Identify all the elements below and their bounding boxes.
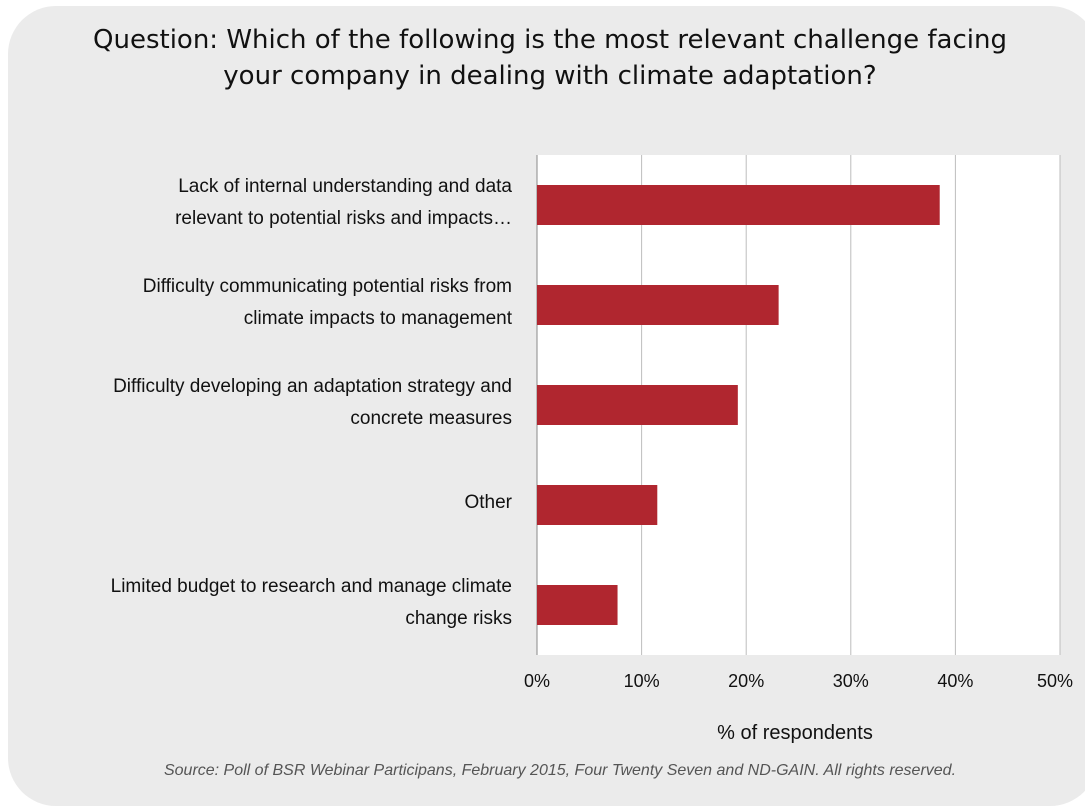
category-label-line: Limited budget to research and manage cl… <box>110 576 512 597</box>
category-label-line: Difficulty communicating potential risks… <box>142 276 512 297</box>
x-tick-label: 10% <box>623 671 660 691</box>
bar <box>537 385 738 425</box>
category-label-line: Difficulty developing an adaptation stra… <box>113 376 512 397</box>
category-label: Lack of internal understanding and data r… <box>175 171 512 235</box>
category-label-line: climate impacts to management <box>243 308 512 329</box>
x-tick-label: 0% <box>523 671 550 691</box>
category-label-line: Other <box>464 492 512 513</box>
category-label: Difficulty communicating potential risks… <box>143 271 512 335</box>
x-tick-label: 50% <box>1036 671 1074 691</box>
x-tick-label: 40% <box>937 671 974 691</box>
bar <box>537 485 658 525</box>
category-label-line: concrete measures <box>350 408 512 429</box>
x-tick-label: 20% <box>728 671 765 691</box>
source-note: Source: Poll of BSR Webinar Participans,… <box>163 762 957 779</box>
category-label: Other <box>464 487 512 519</box>
category-label: Limited budget to research and manage cl… <box>111 571 512 635</box>
x-tick-label: 30% <box>832 671 869 691</box>
category-label: Difficulty developing an adaptation stra… <box>113 371 512 435</box>
category-label-line: relevant to potential risks and impacts… <box>175 208 512 229</box>
bar <box>537 585 618 625</box>
chart-title-line: Question: Which of the following is the … <box>93 25 1007 55</box>
bar <box>537 285 779 325</box>
category-label-line: change risks <box>405 608 512 629</box>
bar <box>537 185 940 225</box>
category-label-line: Lack of internal understanding and data <box>178 176 512 197</box>
chart-title-line: your company in dealing with climate ada… <box>223 61 877 91</box>
x-axis-label: % of respondents <box>717 722 873 744</box>
chart-title: Question: Which of the following is the … <box>60 22 1040 94</box>
